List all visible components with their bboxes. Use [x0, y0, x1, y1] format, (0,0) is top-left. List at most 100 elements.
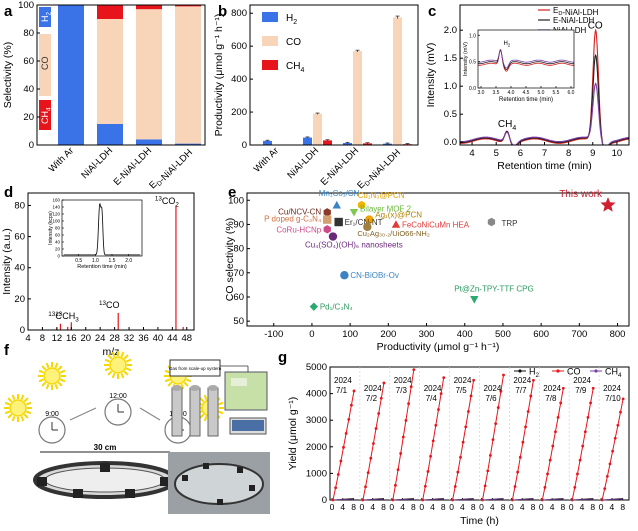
point-label-12: Cu₄(SO₄)(OH)₆ nanosheets [305, 241, 403, 250]
point-4 [349, 208, 359, 217]
x-tick-label: 24 [95, 333, 106, 344]
co-line-day-0 [332, 390, 355, 501]
sun-ray [41, 365, 47, 371]
day-year-label: 2024 [424, 384, 442, 393]
inset-x-tick-label: 4.0 [508, 90, 515, 96]
y-tick-label: 0.5 [444, 109, 457, 120]
ch4-line-day-0 [332, 498, 355, 501]
inset-y-label: Intensity (kcps) [48, 211, 54, 245]
ch4-line-day-4 [452, 498, 474, 501]
clock-time-1: 12:00 [109, 393, 127, 400]
x-tick-label: 0 [419, 502, 424, 512]
cylinder-cap [190, 385, 200, 391]
x-tick-label: 48 [181, 333, 192, 344]
panel-letter-f: f [4, 342, 10, 359]
x-tick-label: 4 [430, 502, 435, 512]
sun-ray [104, 367, 111, 372]
sun-1 [38, 362, 66, 390]
panel-letter-c: c [428, 3, 436, 20]
sun-ray [123, 354, 129, 360]
co-line-day-7 [541, 388, 564, 501]
x-tick-label: 8 [590, 502, 595, 512]
plot-frame [249, 4, 419, 146]
day-year-label: 2024 [513, 376, 531, 385]
annotation-co: CO [588, 21, 603, 32]
bar-CO-1 [97, 19, 123, 124]
inset-x-tick-label: 1.5 [109, 258, 116, 264]
x-tick-label: 44 [167, 333, 178, 344]
point-label-10: CoRu-HCNp [276, 225, 321, 234]
y-tick-label: 50 [233, 316, 244, 327]
panel-letters: a b c d e f g [4, 3, 436, 366]
sun-ray [45, 362, 50, 369]
co-line-day-6 [511, 380, 534, 501]
y-tick-label: 4000 [306, 389, 327, 400]
ch4-line-day-8 [572, 498, 594, 501]
legend-label-CH4: CH4 [605, 367, 622, 380]
x-tick-label: 8 [40, 333, 45, 344]
x-tick-label: 12 [52, 333, 63, 344]
day-year-label: 2024 [573, 376, 591, 385]
day-label: 7/10 [605, 394, 621, 403]
point-11 [363, 222, 372, 232]
point-8 [323, 215, 332, 224]
co-line-day-8 [571, 388, 594, 501]
x-tick-label: 4 [469, 148, 474, 159]
reactor-clamp [37, 477, 47, 486]
sun-ray [7, 397, 13, 403]
y-tick-label: 0.0 [444, 137, 457, 148]
ch4-line-day-7 [542, 498, 564, 501]
category-label: ED-NiAl-LDH [355, 145, 403, 193]
legend-swatch-CO [262, 36, 278, 46]
legend-swatch-ch4 [39, 100, 51, 130]
point-label-4: Bilayer MOF 2 [360, 204, 412, 213]
y-tick-label: 2000 [306, 442, 327, 453]
inset-x-label: Retention time (min) [77, 264, 127, 270]
y-tick-label: 600 [231, 41, 247, 52]
co-point [561, 386, 565, 390]
inset-bg [478, 30, 574, 88]
inset-x-tick-label: 2.0 [125, 258, 132, 264]
annotation-peak-29: 13CO [99, 300, 120, 310]
y-tick-label: 100 [228, 195, 244, 206]
sun-ray [25, 410, 32, 415]
sun-ray [123, 370, 129, 376]
cylinder-cap [172, 385, 182, 391]
cylinder-cap [208, 385, 218, 391]
plot-frame [36, 4, 206, 146]
x-tick-label: 8 [381, 502, 386, 512]
x-tick-label: 300 [419, 329, 435, 340]
sun-ray [107, 354, 113, 360]
series-line-NiAl-LDH [460, 82, 629, 145]
sun-ray [11, 394, 16, 401]
arrow-line [139, 407, 161, 421]
sun-ray [183, 381, 189, 387]
bar-CO-3 [175, 6, 201, 144]
point-7 [323, 208, 331, 217]
annotation-peak-16: 13CH3 [55, 311, 79, 324]
x-tick-label: 8 [471, 502, 476, 512]
sun-ray [11, 415, 16, 422]
day-year-label: 2024 [543, 384, 561, 393]
panel-d: 4 8 12 16 20 24 28 32 36 40 44 48020406080m/zIntens… [1, 192, 195, 358]
day-year-label: 2024 [364, 384, 382, 393]
sun-ray [167, 381, 173, 387]
gc-instrument [224, 371, 268, 411]
y-tick-label: 3000 [306, 415, 327, 426]
legend-label-CO: CO [286, 37, 301, 48]
inset-x-tick-label: 5.5 [553, 90, 560, 96]
sun-ray [120, 372, 125, 379]
x-axis-label: Retention time (min) [497, 160, 592, 172]
x-tick-label: 4 [370, 502, 375, 512]
bar-CO-3 [393, 17, 402, 145]
y-tick-label: 1.0 [444, 81, 457, 92]
sun-ray [54, 362, 59, 369]
laptop-screen [232, 420, 264, 431]
day-label: 7/3 [396, 386, 408, 395]
inset-annotation-h2: H2 [504, 41, 511, 48]
point-label-3: Cu₁N₃@PCN [358, 191, 405, 200]
y-axis-label: CO selectivity (%) [224, 218, 236, 301]
y-tick-label: 1.5 [444, 53, 457, 64]
